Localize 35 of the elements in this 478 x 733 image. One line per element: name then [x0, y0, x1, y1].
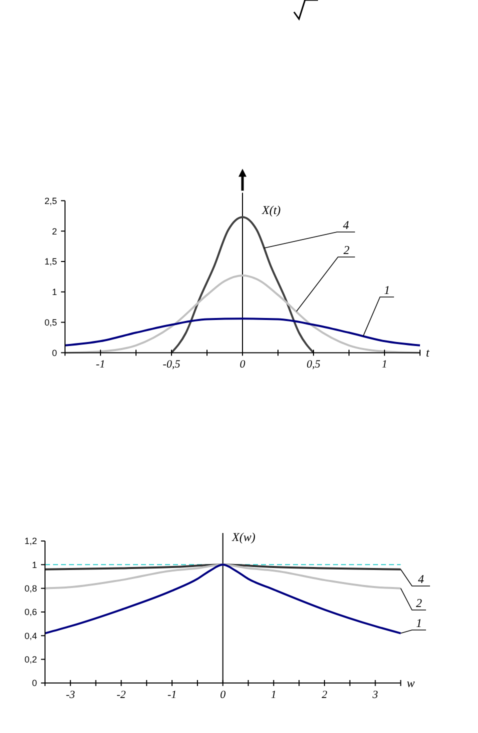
x-axis-title: t [426, 346, 430, 360]
x-tick-label: -0,5 [162, 358, 181, 371]
y-tick-label: 1 [52, 287, 57, 298]
y-tick-label: 0,2 [24, 654, 37, 664]
text: 1 [384, 283, 390, 297]
y-axis-title: X(w) [231, 530, 256, 544]
y-tick-label: 1 [32, 560, 37, 570]
series-label: 2 [416, 596, 422, 610]
y-tick-label: 0,6 [24, 607, 37, 618]
series-label: 4 [418, 572, 424, 586]
x-tick-label: 2 [322, 689, 328, 701]
x-tick-label: 3 [372, 689, 379, 701]
y-tick-label: 0,5 [44, 317, 57, 328]
series-label: 1 [416, 616, 422, 630]
y-tick-label: 0 [32, 678, 37, 688]
text: 4 [343, 218, 349, 232]
y-tick-label: 0 [52, 348, 57, 358]
y-tick-label: 2,5 [44, 196, 57, 206]
y-axis-title: X(t) [261, 203, 281, 217]
y-tick-label: 2 [52, 226, 57, 236]
x-tick-label: -1 [167, 689, 177, 701]
x-tick-label: 0 [240, 358, 246, 371]
x-tick-label: -1 [96, 358, 106, 371]
x-axis-title: w [406, 676, 415, 690]
y-tick-label: 1,5 [44, 256, 57, 267]
y-tick-label: 0,8 [24, 583, 37, 594]
x-tick-label: 0,5 [306, 358, 321, 371]
x-tick-label: 1 [382, 358, 388, 371]
y-tick-label: 1,2 [24, 536, 37, 546]
x-tick-label: -2 [116, 689, 126, 701]
y-tick-label: 0,4 [24, 630, 37, 641]
text: 2 [344, 243, 350, 257]
x-tick-label: 0 [220, 689, 226, 701]
x-tick-label: -3 [66, 689, 76, 701]
x-tick-label: 1 [270, 689, 276, 701]
